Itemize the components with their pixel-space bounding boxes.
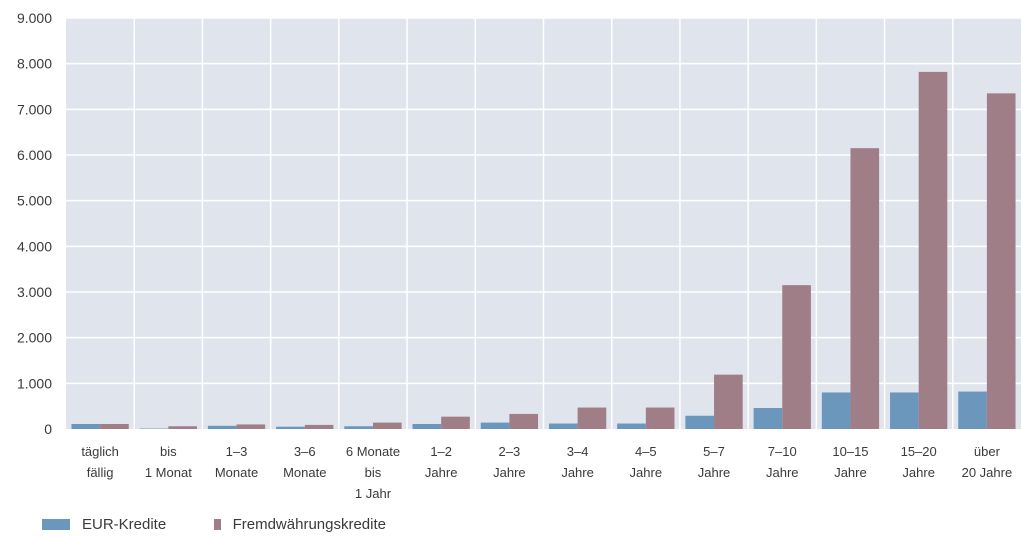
y-tick-label: 9.000 <box>17 10 52 26</box>
x-tick-label: über 20 Jahre <box>962 444 1013 480</box>
y-tick-label: 3.000 <box>17 284 52 300</box>
bar-fx <box>645 407 675 429</box>
bar-eur <box>276 426 305 429</box>
bar-eur <box>821 392 851 429</box>
x-tick-label: 10–15 Jahre <box>832 444 868 480</box>
bar-fx <box>986 93 1016 429</box>
bar-eur <box>753 407 783 429</box>
bar-fx <box>441 416 470 429</box>
y-axis-labels: 0 1.000 2.000 3.000 4.000 5.000 6.000 7.000 8.00… <box>17 10 52 437</box>
legend-label-fx: Fremdwährungskredite <box>232 516 386 533</box>
x-tick-label: 5–7 Jahre <box>698 444 731 480</box>
x-tick-label: 6 Monate bis 1 Jahr <box>346 444 400 501</box>
x-axis-labels: täglich fällig bis 1 Monat 1–3 Monate 3–6 Monat… <box>81 444 1012 501</box>
x-tick-label: 3–6 Monate <box>283 444 326 480</box>
bar-eur <box>890 392 919 429</box>
bar-fx <box>100 423 129 429</box>
bar-eur <box>71 423 101 429</box>
bar-eur <box>412 423 442 429</box>
legend-item-eur: EUR-Kredite <box>42 516 214 533</box>
bar-eur <box>617 423 646 429</box>
bar-eur <box>548 423 578 429</box>
x-tick-label: 15–20 Jahre <box>901 444 937 480</box>
bar-fx <box>168 426 197 429</box>
bar-eur <box>480 422 510 429</box>
bar-fx <box>850 148 880 429</box>
x-tick-label: 3–4 Jahre <box>561 444 594 480</box>
legend-label-eur: EUR-Kredite <box>82 516 167 533</box>
bar-eur <box>958 391 987 429</box>
x-tick-label: 7–10 Jahre <box>766 444 799 480</box>
x-tick-label: täglich fällig <box>81 444 119 480</box>
bar-fx <box>577 407 607 429</box>
x-tick-label: 2–3 Jahre <box>493 444 526 480</box>
bar-fx <box>714 374 743 429</box>
bar-eur <box>207 425 237 429</box>
x-tick-label: 1–2 Jahre <box>425 444 458 480</box>
y-tick-label: 4.000 <box>17 238 52 254</box>
bars <box>71 71 1016 430</box>
bar-fx <box>236 424 266 429</box>
bar-fx <box>782 285 811 429</box>
y-tick-label: 0 <box>44 421 52 437</box>
legend-swatch-eur <box>42 519 70 530</box>
gridlines <box>66 17 1021 429</box>
legend-swatch-fx <box>214 519 221 530</box>
legend: EUR-Kredite Fremdwährungskredite <box>42 516 386 533</box>
x-tick-label: 1–3 Monate <box>215 444 258 480</box>
bar-fx <box>918 71 948 430</box>
y-tick-label: 2.000 <box>17 330 52 346</box>
y-tick-label: 6.000 <box>17 147 52 163</box>
y-tick-label: 7.000 <box>17 101 52 117</box>
bar-fx <box>509 413 539 429</box>
y-tick-label: 8.000 <box>17 56 52 72</box>
y-tick-label: 5.000 <box>17 193 52 209</box>
y-tick-label: 1.000 <box>17 375 52 391</box>
x-tick-label: 4–5 Jahre <box>630 444 663 480</box>
bar-fx <box>372 422 402 429</box>
bar-eur <box>344 426 373 429</box>
bar-fx <box>304 424 334 429</box>
bar-eur <box>685 415 715 429</box>
legend-item-fx: Fremdwährungskredite <box>214 516 386 533</box>
x-tick-label: bis 1 Monat <box>145 444 192 480</box>
